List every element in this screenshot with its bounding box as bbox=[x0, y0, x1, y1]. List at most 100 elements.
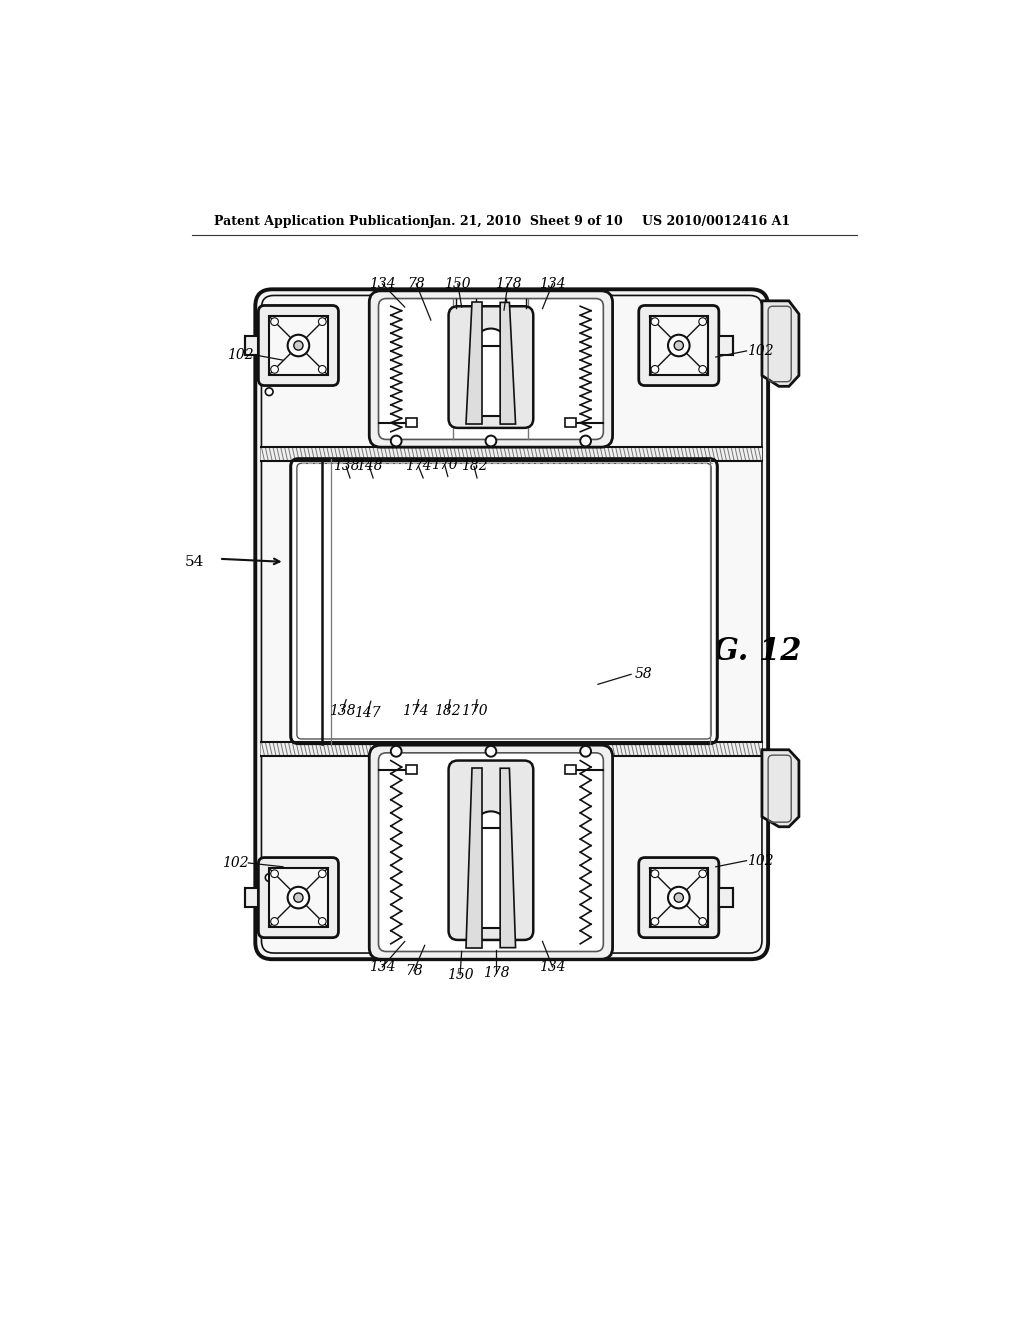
FancyBboxPatch shape bbox=[255, 289, 768, 960]
Polygon shape bbox=[500, 768, 515, 948]
Text: US 2010/0012416 A1: US 2010/0012416 A1 bbox=[642, 215, 790, 228]
Bar bbox=[649, 317, 708, 375]
Circle shape bbox=[270, 917, 279, 925]
Circle shape bbox=[674, 892, 683, 903]
Circle shape bbox=[270, 318, 279, 326]
Bar bbox=[649, 869, 708, 927]
Circle shape bbox=[391, 746, 401, 756]
Circle shape bbox=[294, 892, 303, 903]
Bar bbox=[565, 766, 575, 775]
Polygon shape bbox=[466, 302, 481, 424]
FancyBboxPatch shape bbox=[297, 463, 711, 739]
Circle shape bbox=[270, 366, 279, 374]
Bar bbox=[269, 869, 328, 927]
Circle shape bbox=[698, 366, 707, 374]
Circle shape bbox=[318, 366, 326, 374]
Circle shape bbox=[651, 318, 658, 326]
FancyBboxPatch shape bbox=[370, 290, 612, 447]
Circle shape bbox=[651, 870, 658, 878]
Text: 170: 170 bbox=[431, 458, 458, 471]
Polygon shape bbox=[762, 301, 799, 387]
Bar bbox=[407, 766, 417, 775]
Circle shape bbox=[391, 436, 401, 446]
Text: 182: 182 bbox=[461, 459, 487, 474]
Bar bbox=[261, 742, 762, 756]
FancyBboxPatch shape bbox=[639, 305, 719, 385]
Text: 178: 178 bbox=[483, 966, 510, 979]
Text: 150: 150 bbox=[446, 968, 473, 982]
FancyBboxPatch shape bbox=[370, 744, 612, 960]
Circle shape bbox=[674, 341, 683, 350]
FancyBboxPatch shape bbox=[258, 858, 339, 937]
Bar bbox=[478, 346, 503, 416]
Bar bbox=[245, 337, 258, 355]
Text: 134: 134 bbox=[540, 277, 566, 290]
Bar bbox=[719, 337, 733, 355]
FancyBboxPatch shape bbox=[379, 752, 603, 952]
Circle shape bbox=[485, 746, 497, 756]
Circle shape bbox=[668, 335, 689, 356]
Text: 102: 102 bbox=[227, 347, 254, 362]
Text: 102: 102 bbox=[746, 345, 773, 358]
Bar bbox=[407, 418, 417, 428]
FancyBboxPatch shape bbox=[449, 760, 534, 940]
Circle shape bbox=[651, 366, 658, 374]
Circle shape bbox=[651, 917, 658, 925]
Text: 58: 58 bbox=[635, 668, 652, 681]
Bar bbox=[719, 888, 733, 907]
Text: 134: 134 bbox=[369, 277, 395, 290]
Circle shape bbox=[294, 341, 303, 350]
Text: Patent Application Publication: Patent Application Publication bbox=[214, 215, 429, 228]
Polygon shape bbox=[466, 768, 481, 948]
Text: 147: 147 bbox=[354, 706, 381, 719]
Circle shape bbox=[265, 874, 273, 882]
Text: 170: 170 bbox=[462, 705, 488, 718]
FancyBboxPatch shape bbox=[258, 305, 339, 385]
Text: 102: 102 bbox=[222, 855, 249, 870]
Text: 78: 78 bbox=[408, 277, 425, 290]
Bar bbox=[269, 317, 328, 375]
Bar bbox=[565, 418, 575, 428]
Text: 78: 78 bbox=[406, 964, 423, 978]
Circle shape bbox=[581, 436, 591, 446]
Bar bbox=[245, 888, 258, 907]
Text: 174: 174 bbox=[406, 459, 432, 474]
Circle shape bbox=[581, 746, 591, 756]
Circle shape bbox=[318, 318, 326, 326]
FancyBboxPatch shape bbox=[379, 298, 603, 440]
Circle shape bbox=[270, 870, 279, 878]
Text: 134: 134 bbox=[369, 960, 395, 974]
Circle shape bbox=[265, 388, 273, 396]
Text: 178: 178 bbox=[495, 277, 521, 290]
FancyBboxPatch shape bbox=[449, 306, 534, 428]
Text: 138: 138 bbox=[329, 705, 355, 718]
Text: 150: 150 bbox=[444, 277, 471, 290]
Text: Jan. 21, 2010  Sheet 9 of 10: Jan. 21, 2010 Sheet 9 of 10 bbox=[429, 215, 624, 228]
FancyBboxPatch shape bbox=[639, 858, 719, 937]
Bar bbox=[261, 447, 762, 461]
Text: 174: 174 bbox=[402, 705, 429, 718]
Bar bbox=[478, 829, 503, 928]
Circle shape bbox=[698, 870, 707, 878]
Text: 54: 54 bbox=[185, 554, 205, 569]
Circle shape bbox=[318, 870, 326, 878]
Text: FIG. 12: FIG. 12 bbox=[677, 636, 802, 667]
Circle shape bbox=[698, 318, 707, 326]
Circle shape bbox=[474, 812, 508, 845]
Circle shape bbox=[318, 917, 326, 925]
Text: 102: 102 bbox=[746, 854, 773, 867]
FancyBboxPatch shape bbox=[291, 459, 717, 743]
Text: 148: 148 bbox=[356, 459, 383, 474]
Circle shape bbox=[288, 887, 309, 908]
Circle shape bbox=[698, 917, 707, 925]
Circle shape bbox=[288, 335, 309, 356]
Text: 182: 182 bbox=[434, 705, 461, 718]
Polygon shape bbox=[500, 302, 515, 424]
Circle shape bbox=[485, 436, 497, 446]
Polygon shape bbox=[762, 750, 799, 826]
Text: 134: 134 bbox=[540, 960, 566, 974]
Circle shape bbox=[668, 887, 689, 908]
FancyBboxPatch shape bbox=[261, 296, 762, 953]
Circle shape bbox=[474, 329, 508, 363]
Text: 138: 138 bbox=[333, 459, 359, 474]
